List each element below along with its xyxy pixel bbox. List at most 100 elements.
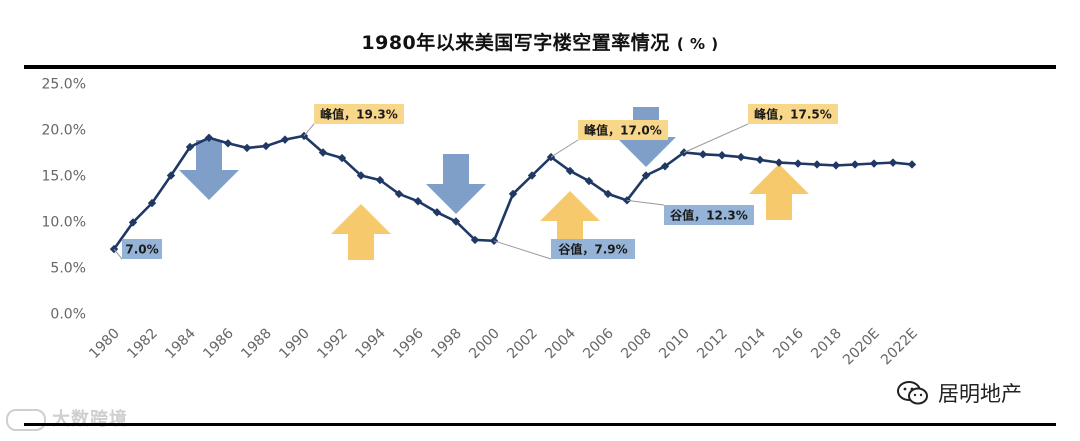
bottom-divider: [24, 423, 1056, 426]
annotation-leader: [303, 123, 315, 137]
data-point-2012: [717, 151, 727, 160]
data-point-1998: [451, 217, 461, 226]
arrow-up-2015: [749, 164, 809, 220]
data-point-1984: [185, 142, 195, 152]
arrow-up-1993: [331, 204, 391, 260]
x-tick-label: 2006: [580, 325, 617, 362]
x-tick-label: 1982: [124, 326, 161, 363]
x-tick-label: 2002: [504, 326, 541, 363]
data-point-2006: [603, 189, 613, 199]
x-tick-label: 1998: [428, 326, 465, 363]
x-tick-label: 1988: [238, 326, 275, 363]
data-point-2020E: [869, 159, 879, 168]
annotation-box: [664, 205, 754, 225]
annotation-leader: [626, 199, 665, 206]
annotation-label: 峰值，17.0%: [584, 123, 662, 138]
annotation-leader: [493, 240, 552, 260]
data-point-2015: [774, 158, 784, 167]
arrow-down-1985: [179, 140, 239, 200]
data-point-2022E: [907, 160, 917, 169]
data-point-2008: [641, 171, 651, 180]
watermark-left-text: 大数跨境: [52, 409, 128, 430]
chart-title: 1980年以来美国写字楼空置率情况 ( % ): [0, 28, 1080, 55]
data-point-2005: [584, 176, 594, 186]
data-point-2013: [736, 152, 746, 162]
annotation-box: [551, 239, 635, 259]
data-point-2021E: [888, 158, 898, 167]
y-tick-label: 10.0%: [42, 215, 86, 231]
x-tick-label: 1990: [276, 326, 313, 363]
x-tick-label: 2020E: [840, 326, 883, 369]
data-point-1995: [394, 189, 404, 199]
chart-title-text: 1980年以来美国写字楼空置率情况: [361, 32, 670, 54]
x-tick-label: 2012: [694, 326, 731, 363]
x-tick-label: 2008: [618, 326, 655, 363]
x-tick-label: 2010: [656, 326, 693, 363]
data-point-2018: [831, 161, 841, 170]
data-point-1986: [223, 139, 233, 148]
data-point-1989: [280, 135, 290, 144]
annotation-label: 7.0%: [125, 243, 158, 257]
annotation-box: [314, 104, 404, 124]
x-tick-label: 1980: [86, 326, 123, 363]
y-axis-ticks: 0.0% 5.0% 10.0% 15.0% 20.0% 25.0%: [42, 77, 86, 323]
watermark-left: 大数跨境: [6, 405, 128, 431]
x-tick-label: 2000: [466, 326, 503, 363]
annotation-box: [748, 104, 838, 124]
x-tick-label: 2022E: [878, 326, 921, 369]
x-tick-label: 2014: [732, 325, 769, 362]
data-points: [109, 131, 917, 254]
watermark-right: 居明地产: [896, 378, 1022, 408]
data-point-1993: [356, 171, 366, 180]
y-tick-label: 15.0%: [42, 169, 86, 185]
data-point-2017: [812, 160, 822, 169]
data-point-1983: [166, 171, 176, 180]
data-point-1982: [147, 198, 157, 208]
watermark-logo-icon: [6, 409, 46, 431]
data-point-1985: [204, 133, 214, 142]
annotation-box: [578, 120, 668, 140]
y-tick-label: 20.0%: [42, 123, 86, 139]
data-point-1981: [128, 218, 138, 227]
annotation-box: [122, 239, 162, 259]
data-point-2016: [793, 159, 803, 168]
data-point-1988: [261, 141, 271, 151]
watermark-right-text: 居明地产: [938, 382, 1022, 406]
data-point-1991: [318, 148, 328, 157]
data-point-1987: [242, 143, 252, 153]
annotation-leader: [683, 123, 749, 153]
x-axis-ticks: 1980 1982 1984 1986 1988 1990 1992 1994 1996 1998…: [86, 325, 921, 368]
data-point-2001: [508, 189, 518, 199]
data-point-2004: [565, 166, 575, 176]
data-point-2014: [755, 155, 765, 165]
data-point-2002: [527, 171, 537, 180]
data-point-2011: [698, 150, 708, 159]
wechat-icon: [897, 381, 928, 405]
data-point-1996: [413, 197, 423, 206]
annotation-label: 谷值，12.3%: [670, 208, 748, 223]
arrow-down-1998: [426, 154, 486, 214]
x-tick-label: 1996: [390, 325, 427, 362]
x-tick-label: 2016: [770, 325, 807, 362]
top-divider: [24, 65, 1056, 69]
y-tick-label: 25.0%: [42, 77, 86, 93]
annotation-label: 峰值，17.5%: [754, 107, 832, 122]
annotation-label: 谷值，7.9%: [558, 242, 627, 257]
data-point-1992: [337, 153, 347, 163]
x-tick-label: 2004: [542, 325, 579, 362]
annotation-leader: [113, 248, 123, 260]
x-tick-label: 1986: [200, 325, 237, 362]
data-point-2009: [660, 162, 670, 171]
data-point-1997: [432, 208, 442, 217]
annotation-leader: [550, 139, 579, 158]
data-point-1994: [375, 175, 385, 185]
x-tick-label: 1984: [162, 325, 199, 362]
data-point-1999: [470, 235, 480, 245]
data-point-2019: [850, 160, 860, 169]
x-tick-label: 1994: [352, 325, 389, 362]
x-tick-label: 1992: [314, 326, 351, 363]
y-tick-label: 0.0%: [50, 307, 86, 323]
annotations: 7.0% 峰值，19.3% 谷值，7.9% 峰值，17.0% 谷值，12.3% 峰值，17…: [113, 104, 838, 260]
arrow-up-2004: [540, 191, 600, 247]
